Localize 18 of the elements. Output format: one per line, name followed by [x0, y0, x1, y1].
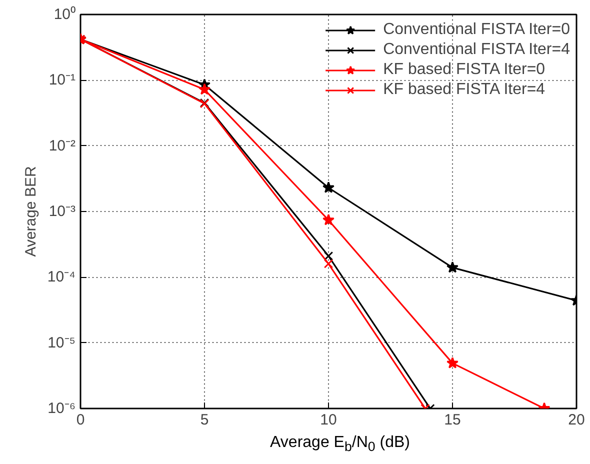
y-tick-label: 10⁻⁶	[48, 400, 76, 417]
legend-label: Conventional FISTA Iter=4	[383, 41, 570, 59]
legend-label: KF based FISTA Iter=0	[383, 61, 546, 79]
y-tick-label: 10⁻³	[48, 203, 76, 220]
y-tick-label: 10⁻²	[48, 137, 76, 154]
legend-label: Conventional FISTA Iter=0	[383, 21, 570, 39]
x-tick-label: 5	[200, 412, 209, 428]
x-tick-label: 15	[444, 412, 461, 428]
y-tick-label: 10⁻⁴	[47, 268, 76, 286]
x-tick-label: 10	[320, 412, 337, 428]
legend-label: KF based FISTA Iter=4	[383, 81, 546, 99]
x-tick-label: 0	[76, 412, 85, 428]
x-tick-label: 20	[568, 412, 585, 428]
y-tick-label: 10⁻⁵	[48, 334, 76, 352]
x-axis-title: Average E$_{b}$/N$_{0}$ (dB)	[270, 433, 410, 456]
y-axis-title: Average BER	[22, 166, 40, 257]
y-tick-label: 10⁰	[54, 6, 76, 23]
y-tick-label: 10⁻¹	[48, 72, 76, 89]
